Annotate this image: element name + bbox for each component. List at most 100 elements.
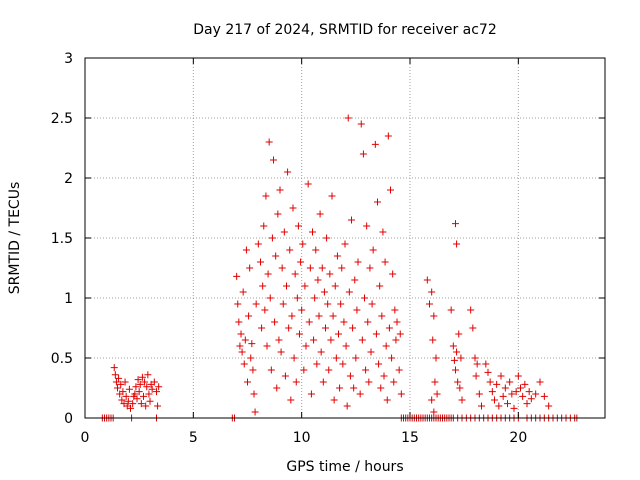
data-point (310, 336, 318, 344)
data-point (345, 288, 353, 296)
data-point (264, 270, 272, 278)
data-point (495, 402, 503, 410)
data-point (432, 354, 440, 362)
data-point (512, 388, 520, 396)
data-point (453, 240, 461, 248)
data-point (122, 392, 130, 400)
data-point (364, 318, 372, 326)
data-point (129, 400, 137, 408)
data-point (238, 348, 246, 356)
data-point (527, 395, 535, 403)
data-point (469, 324, 477, 332)
data-point (259, 282, 267, 290)
data-point (148, 385, 156, 393)
data-point (284, 168, 292, 176)
data-point (311, 294, 319, 302)
data-point (366, 264, 374, 272)
data-point (473, 360, 481, 368)
data-point (471, 354, 479, 362)
data-point (119, 388, 127, 396)
data-point (254, 240, 262, 248)
data-point (348, 216, 355, 224)
data-point (426, 300, 433, 308)
data-point (380, 372, 388, 380)
data-point (383, 396, 391, 404)
data-point (371, 140, 379, 148)
data-point (423, 276, 431, 284)
data-point (336, 384, 344, 392)
data-point (356, 390, 364, 398)
data-point (245, 312, 253, 320)
data-point (299, 240, 307, 248)
data-point (234, 300, 242, 308)
data-point (452, 220, 459, 228)
data-point (381, 258, 389, 266)
data-point (352, 354, 360, 362)
data-point (127, 404, 134, 412)
data-point (244, 378, 251, 386)
data-point (478, 402, 485, 410)
data-point (273, 384, 281, 392)
data-point (377, 384, 385, 392)
data-point (241, 336, 249, 344)
data-point (302, 342, 310, 350)
data-point (379, 228, 387, 236)
y-tick-label: 2.5 (51, 111, 73, 127)
data-point (260, 222, 268, 230)
data-point (428, 288, 436, 296)
data-point (114, 384, 121, 392)
data-point (458, 396, 466, 404)
data-point (328, 192, 336, 200)
data-point (338, 264, 346, 272)
data-point (384, 132, 392, 140)
data-point (353, 306, 361, 314)
data-point (514, 372, 522, 380)
data-point (247, 354, 255, 362)
data-point (297, 258, 305, 266)
data-point (320, 288, 328, 296)
data-point (499, 392, 507, 400)
data-point (337, 300, 345, 308)
data-point (242, 246, 250, 254)
data-point (265, 138, 273, 146)
data-point (387, 186, 394, 194)
data-point (450, 356, 458, 364)
data-point (270, 156, 277, 164)
data-point (429, 336, 437, 344)
data-point (333, 252, 341, 260)
data-point (532, 390, 540, 398)
data-point (517, 384, 524, 392)
data-point (153, 388, 160, 396)
data-point (362, 366, 370, 374)
data-point (433, 390, 441, 398)
data-point (351, 276, 359, 284)
data-point (331, 282, 339, 290)
x-tick-label: 5 (189, 430, 198, 446)
y-tick-label: 1 (64, 291, 73, 307)
data-point (262, 192, 270, 200)
data-point (346, 372, 354, 380)
data-point (301, 282, 309, 290)
data-point (239, 288, 247, 296)
data-point (323, 234, 331, 242)
data-point (258, 324, 266, 332)
data-point (252, 300, 260, 308)
data-point (493, 380, 501, 388)
data-point (452, 366, 459, 374)
data-point (510, 404, 518, 412)
data-point (519, 392, 527, 400)
data-point (124, 397, 132, 405)
data-point (313, 360, 321, 368)
data-point (475, 390, 483, 398)
data-point (236, 342, 244, 350)
data-point (276, 186, 284, 194)
data-point (233, 272, 241, 280)
data-point (504, 400, 511, 408)
data-point (393, 318, 401, 326)
data-point (132, 383, 140, 391)
data-point (248, 340, 256, 348)
data-point (143, 383, 151, 391)
data-point (261, 306, 269, 314)
data-point (354, 258, 362, 266)
y-tick-label: 0.5 (51, 351, 73, 367)
